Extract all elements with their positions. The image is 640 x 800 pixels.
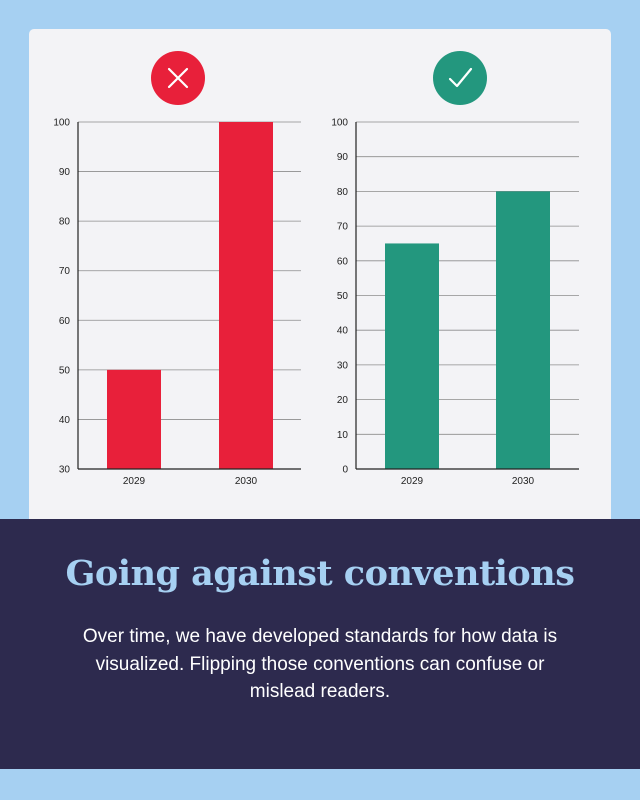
bar-2030: [496, 191, 550, 469]
y-tick-label: 60: [59, 316, 71, 327]
y-tick-label: 60: [337, 256, 349, 267]
y-tick-label: 30: [337, 360, 349, 371]
y-tick-label: 90: [337, 152, 349, 163]
bar-2029: [385, 243, 439, 469]
y-tick-label: 80: [337, 187, 349, 198]
right-badge: [433, 51, 487, 105]
y-tick-label: 70: [59, 266, 71, 277]
bar-2029: [107, 369, 161, 469]
x-tick-label: 2030: [235, 476, 258, 487]
y-tick-label: 30: [59, 465, 71, 476]
y-tick-label: 50: [59, 365, 71, 376]
y-tick-label: 100: [331, 118, 348, 129]
y-tick-label: 40: [337, 326, 349, 337]
x-tick-label: 2029: [123, 476, 146, 487]
bar-2030: [219, 122, 273, 469]
y-tick-label: 20: [337, 395, 349, 406]
description-text: Over time, we have developed standards f…: [82, 626, 558, 702]
y-tick-label: 10: [337, 430, 349, 441]
bottom-strip: [0, 769, 640, 800]
y-tick-label: 0: [342, 465, 348, 476]
headline: Going against conventions: [65, 553, 575, 594]
y-tick-label: 80: [59, 217, 71, 228]
y-tick-label: 70: [337, 222, 349, 233]
close-icon: [167, 67, 189, 89]
x-tick-label: 2029: [401, 476, 424, 487]
y-tick-label: 90: [59, 167, 71, 178]
y-tick-label: 100: [53, 118, 70, 129]
wrong-badge: [151, 51, 205, 105]
checkmark-icon: [448, 67, 473, 88]
caption-panel: Going against conventions Over time, we …: [0, 519, 640, 769]
y-tick-label: 40: [59, 415, 71, 426]
x-tick-label: 2030: [512, 476, 535, 487]
y-tick-label: 50: [337, 291, 349, 302]
